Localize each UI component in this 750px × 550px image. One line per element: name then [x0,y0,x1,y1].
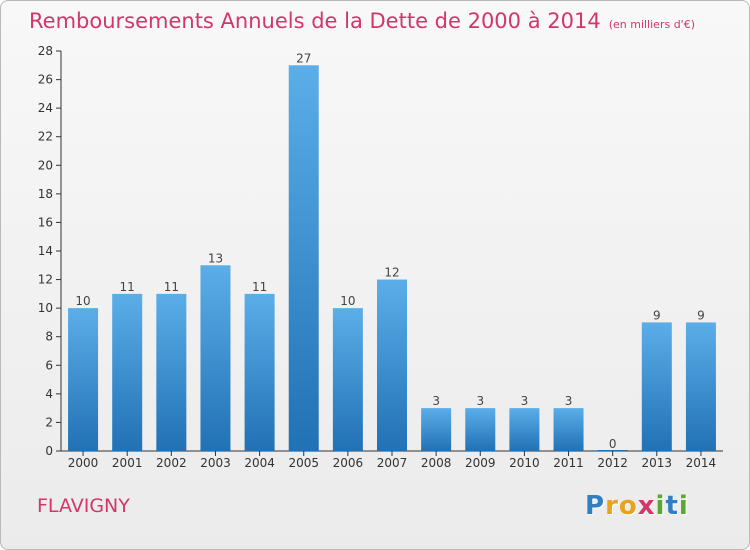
x-tick-label: 2000 [68,456,99,470]
bar [377,279,407,451]
bar [244,293,275,451]
data-label: 11 [252,280,267,294]
bar [156,293,187,451]
data-label: 3 [521,394,529,408]
logo-letter: i [655,491,666,521]
bar [68,308,99,451]
y-tick-label: 24 [38,101,53,115]
data-label: 27 [296,51,311,65]
data-label: 3 [565,394,573,408]
y-tick-label: 8 [45,330,53,344]
y-tick-label: 18 [38,187,53,201]
logo-letter: x [637,491,656,521]
chart-title: Remboursements Annuels de la Dette de 20… [29,9,695,33]
y-tick-label: 4 [45,387,53,401]
y-tick-label: 2 [45,415,53,429]
bar [421,408,452,451]
bar [553,408,584,451]
data-label: 3 [476,394,484,408]
bar [685,322,716,451]
logo-letter: P [585,491,606,521]
x-tick-label: 2013 [642,456,673,470]
x-tick-label: 2009 [465,456,496,470]
bar [641,322,672,451]
data-label: 9 [697,308,705,322]
data-label: 3 [432,394,440,408]
y-tick-label: 16 [38,215,53,229]
x-tick-label: 2014 [686,456,717,470]
x-tick-label: 2012 [597,456,628,470]
x-tick-label: 2007 [377,456,408,470]
y-tick-label: 14 [38,244,53,258]
y-tick-label: 26 [38,73,53,87]
x-tick-label: 2003 [200,456,231,470]
data-label: 11 [120,280,135,294]
bar [509,408,540,451]
y-tick-label: 12 [38,273,53,287]
bar [465,408,496,451]
x-tick-label: 2004 [244,456,275,470]
x-tick-label: 2005 [288,456,319,470]
y-tick-label: 22 [38,130,53,144]
data-label: 0 [609,437,617,451]
data-label: 10 [75,294,90,308]
chart-subtitle: (en milliers d'€) [608,18,695,31]
data-label: 12 [384,266,399,280]
logo-letter: t [665,491,679,521]
bar [597,450,628,451]
y-tick-label: 28 [38,44,53,58]
bar [332,308,363,451]
logo-letter: r [605,491,619,521]
logo-letter: i [678,491,689,521]
proxiti-logo: Proxiti [585,491,689,521]
x-tick-label: 2008 [421,456,452,470]
data-label: 13 [208,251,223,265]
x-tick-label: 2011 [553,456,584,470]
y-tick-label: 6 [45,358,53,372]
x-tick-label: 2001 [112,456,143,470]
y-tick-label: 0 [45,444,53,458]
y-tick-label: 10 [38,301,53,315]
data-label: 9 [653,308,661,322]
y-tick-label: 20 [38,158,53,172]
logo-letter: o [618,491,638,521]
chart-title-text: Remboursements Annuels de la Dette de 20… [29,9,601,33]
bar [200,265,231,451]
bar [288,65,319,452]
x-tick-label: 2006 [333,456,364,470]
x-tick-label: 2002 [156,456,187,470]
x-tick-label: 2010 [509,456,540,470]
bar [112,293,143,451]
data-label: 11 [164,280,179,294]
commune-name: FLAVIGNY [37,495,130,517]
data-label: 10 [340,294,355,308]
